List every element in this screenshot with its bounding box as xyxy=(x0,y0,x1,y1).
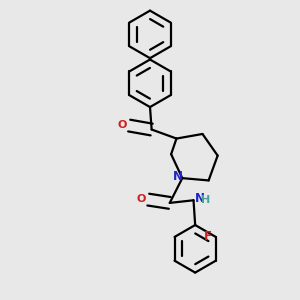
Text: O: O xyxy=(137,194,146,204)
Text: F: F xyxy=(203,230,211,243)
Text: N: N xyxy=(173,170,183,183)
Text: O: O xyxy=(118,120,127,130)
Text: N: N xyxy=(195,192,205,206)
Text: H: H xyxy=(201,195,210,205)
